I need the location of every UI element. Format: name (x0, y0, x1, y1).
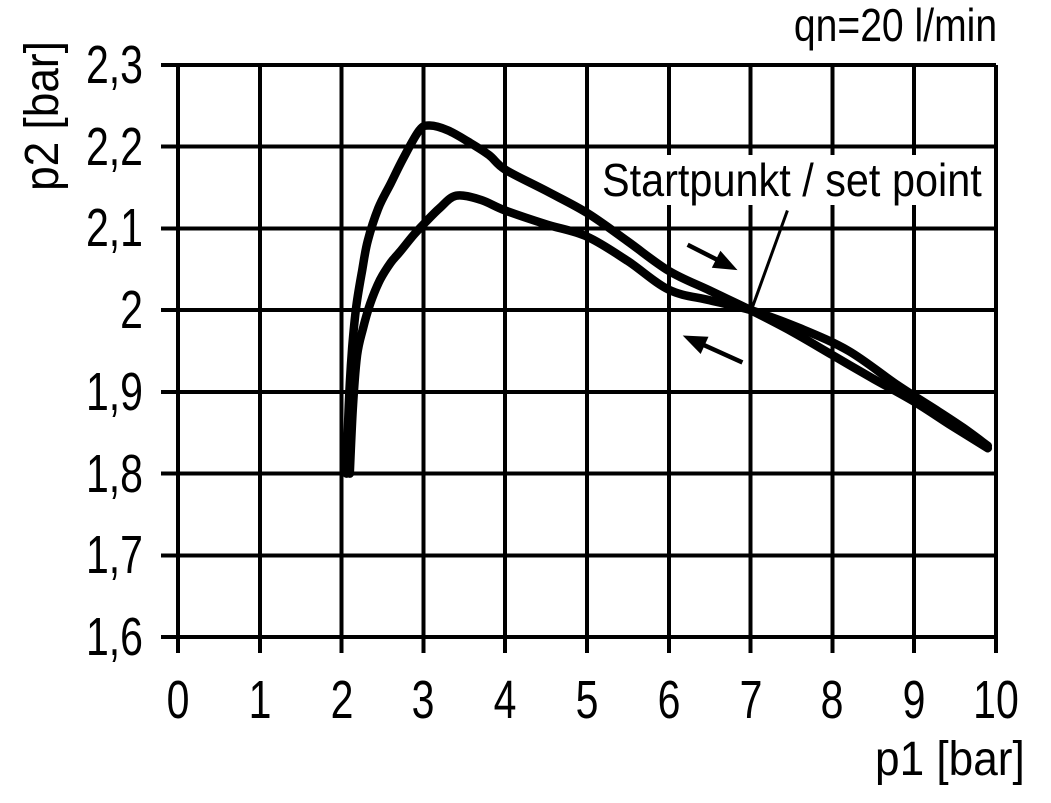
x-axis-label: p1 [bar] (875, 733, 1025, 786)
x-tick-label: 6 (657, 670, 681, 730)
x-tick-label: 3 (411, 670, 435, 730)
arrow-left-head-icon (682, 335, 709, 355)
y-tick-label: 2,2 (85, 116, 143, 177)
x-tick-label: 1 (248, 670, 272, 730)
set-point-annotation: Startpunkt / set point (602, 154, 982, 206)
x-tick-label: 7 (739, 670, 763, 730)
y-tick-label: 2,3 (85, 35, 143, 95)
x-tick-label: 0 (166, 670, 190, 730)
x-tick-label: 2 (330, 670, 354, 730)
x-tick-label: 5 (575, 670, 599, 730)
y-tick-label: 1,6 (85, 607, 143, 667)
arrow-right-head-icon (711, 250, 738, 271)
upper-curve (342, 121, 993, 478)
y-tick-label: 1,7 (85, 525, 143, 586)
flow-rate-label: qn=20 l/min (793, 0, 997, 51)
y-tick-label: 2,1 (85, 198, 143, 259)
y-tick-label: 1,9 (85, 361, 143, 422)
lower-curve (345, 191, 993, 478)
x-tick-label: 8 (820, 670, 844, 730)
y-tick-label: 2 (120, 280, 143, 341)
x-tick-label: 9 (902, 670, 926, 730)
x-tick-label: 4 (493, 670, 517, 730)
annotation-leader-line (750, 209, 789, 309)
y-tick-label: 1,8 (85, 443, 143, 504)
arrow-left-shaft (699, 341, 744, 365)
arrow-right-shaft (686, 242, 722, 264)
x-tick-label: 10 (973, 670, 1019, 730)
